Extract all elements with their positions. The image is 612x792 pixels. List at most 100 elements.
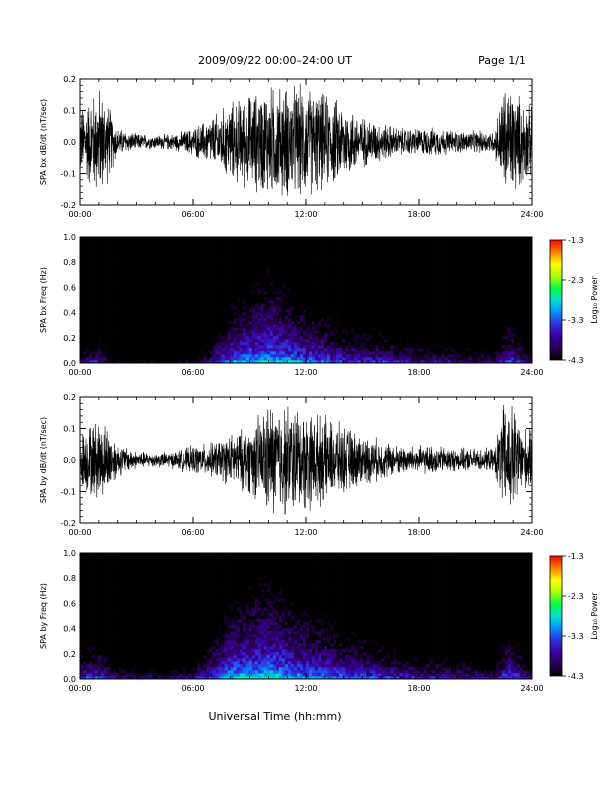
spectrogram-cell — [254, 360, 259, 364]
spectrogram-cell — [266, 270, 271, 274]
spectrogram-cell — [164, 270, 168, 274]
spectrogram-cell — [411, 351, 415, 355]
spectrogram-cell — [167, 291, 171, 295]
spectrogram-cell — [396, 237, 400, 241]
spectrogram-cell — [233, 297, 237, 301]
spectrogram-cell — [263, 300, 268, 304]
spectrogram-cell — [167, 327, 171, 331]
spectrogram-cell — [233, 351, 237, 355]
spectrogram-cell — [233, 237, 237, 241]
spectrogram-cell — [128, 237, 132, 241]
spectrogram-cell — [296, 255, 301, 259]
spectrogram-cell — [140, 255, 144, 259]
spectrogram-cell — [185, 246, 189, 250]
spectrogram-cell — [104, 246, 108, 250]
spectrogram-cell — [191, 249, 195, 253]
spectrogram-cell — [86, 237, 90, 241]
spectrogram-cell — [212, 339, 216, 343]
spectrogram-cell — [290, 330, 295, 334]
spectrogram-cell — [405, 312, 409, 316]
spectrogram-cell — [420, 252, 424, 256]
spectrogram-cell — [194, 303, 198, 307]
spectrogram-cell — [98, 330, 102, 334]
spectrogram-cell — [360, 354, 364, 358]
spectrogram-cell — [302, 300, 307, 304]
spectrogram-cell — [236, 342, 240, 346]
spectrogram-cell — [360, 357, 364, 361]
spectrogram-cell — [104, 258, 108, 262]
spectrogram-cell — [390, 282, 394, 286]
spectrogram-cell — [299, 243, 304, 247]
spectrogram-cell — [372, 342, 376, 346]
spectrogram-cell — [119, 327, 123, 331]
spectrogram-cell — [318, 267, 322, 271]
spectrogram-cell — [390, 321, 394, 325]
spectrogram-cell — [390, 330, 394, 334]
spectrogram-cell — [284, 294, 289, 298]
spectrogram-cell — [197, 264, 201, 268]
spectrogram-cell — [363, 285, 367, 289]
spectrogram-cell — [116, 240, 120, 244]
spectrogram-cell — [405, 330, 409, 334]
spectrogram-cell — [245, 243, 250, 247]
spectrogram-cell — [402, 282, 406, 286]
spectrogram-cell — [137, 312, 141, 316]
spectrogram-cell — [239, 306, 244, 310]
spectrogram-cell — [179, 249, 183, 253]
spectrogram-cell — [80, 318, 84, 322]
spectrogram-cell — [152, 351, 156, 355]
spectrogram-cell — [411, 255, 415, 259]
spectrogram-cell — [330, 351, 334, 355]
spectrogram-cell — [170, 348, 174, 352]
spectrogram-cell — [315, 273, 319, 277]
spectrogram-cell — [80, 354, 84, 358]
spectrogram-cell — [393, 360, 397, 364]
spectrogram-cell — [236, 306, 240, 310]
spectrogram-cell — [89, 261, 93, 265]
spectrogram-cell — [366, 294, 370, 298]
spectrogram-cell — [152, 348, 156, 352]
spectrogram-cell — [86, 342, 90, 346]
spectrogram-cell — [281, 321, 286, 325]
spectrogram-cell — [98, 321, 102, 325]
spectrogram-cell — [164, 309, 168, 313]
spectrogram-cell — [257, 237, 262, 241]
spectrogram-cell — [92, 342, 96, 346]
spectrogram-cell — [161, 282, 165, 286]
spectrogram-cell — [119, 273, 123, 277]
spectrogram-cell — [312, 279, 316, 283]
spectrogram-cell — [345, 306, 349, 310]
spectrogram-cell — [104, 330, 108, 334]
spectrogram-cell — [152, 252, 156, 256]
spectrogram-cell — [209, 258, 213, 262]
spectrogram-cell — [137, 258, 141, 262]
spectrogram-cell — [113, 261, 117, 265]
spectrogram-cell — [378, 348, 382, 352]
spectrogram-cell — [140, 279, 144, 283]
spectrogram-cell — [158, 258, 162, 262]
spectrogram-cell — [206, 255, 210, 259]
spectrogram-cell — [200, 249, 204, 253]
spectrogram-cell — [399, 342, 403, 346]
spectrogram-cell — [80, 324, 84, 328]
spectrogram-cell — [212, 345, 216, 349]
spectrogram-cell — [170, 276, 174, 280]
spectrogram-cell — [318, 264, 322, 268]
spectrogram-cell — [98, 291, 102, 295]
spectrogram-cell — [197, 282, 201, 286]
spectrogram-cell — [281, 243, 286, 247]
spectrogram-cell — [233, 339, 237, 343]
spectrogram-cell — [293, 354, 298, 358]
spectrogram-cell — [281, 291, 286, 295]
spectrogram-cell — [387, 270, 391, 274]
spectrogram-cell — [80, 339, 84, 343]
spectrogram-cell — [176, 267, 180, 271]
spectrogram-cell — [83, 243, 87, 247]
spectrogram-cell — [260, 324, 265, 328]
y-tick-label: 0.1 — [63, 107, 76, 116]
spectrogram-cell — [101, 276, 105, 280]
spectrogram-cell — [333, 255, 337, 259]
spectrogram-cell — [333, 273, 337, 277]
spectrogram-cell — [345, 276, 349, 280]
spectrogram-cell — [290, 348, 295, 352]
